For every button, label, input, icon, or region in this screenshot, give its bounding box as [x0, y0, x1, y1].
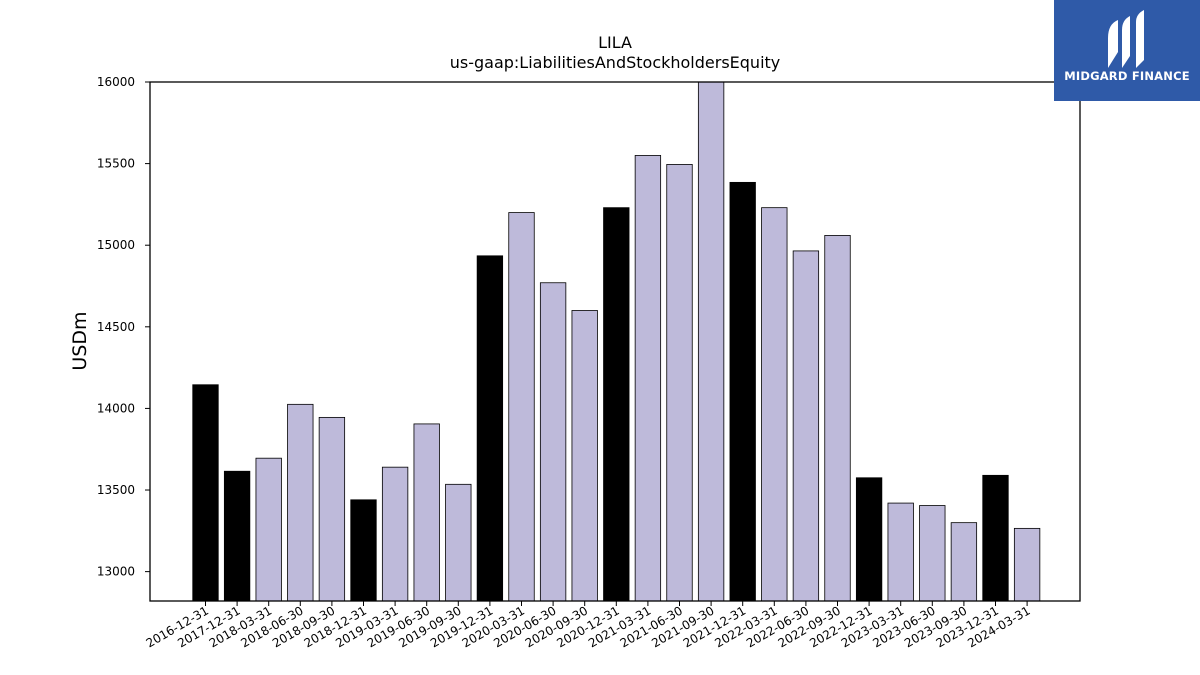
y-tick-label: 16000 [97, 75, 135, 89]
bar-2022-03-31 [761, 207, 788, 602]
bar-2024-03-31 [1013, 527, 1041, 602]
y-axis-label: USDm [69, 311, 91, 370]
bar-2018-09-30 [318, 416, 346, 602]
bar-2022-06-30 [792, 250, 820, 602]
bar-2023-09-30 [950, 522, 978, 602]
y-tick-label: 15500 [97, 157, 135, 171]
bar-2019-12-31 [476, 255, 504, 602]
bar-2018-12-31 [350, 499, 377, 602]
bar-2018-03-31 [255, 457, 282, 602]
bar-2023-06-30 [919, 505, 946, 602]
y-tick-label: 14500 [97, 320, 135, 334]
bar-2018-06-30 [287, 403, 314, 602]
logo-text: MIDGARD FINANCE [1064, 69, 1190, 83]
bar-2020-09-30 [571, 310, 598, 602]
chart-subtitle: us-gaap:LiabilitiesAndStockholdersEquity [450, 53, 781, 72]
bar-2020-06-30 [539, 282, 567, 602]
bar-2020-12-31 [603, 207, 630, 602]
bar-2022-09-30 [824, 235, 851, 602]
bar-2021-09-30 [697, 81, 725, 602]
y-tick-label: 13500 [97, 483, 135, 497]
y-tick-label: 13000 [97, 565, 135, 579]
y-tick-label: 14000 [97, 401, 135, 415]
chart-title: LILA [598, 33, 632, 52]
midgard-logo-icon [1108, 10, 1144, 68]
bar-2016-12-31 [192, 384, 219, 602]
bar-2020-03-31 [508, 212, 535, 602]
y-tick-label: 15000 [97, 238, 135, 252]
plot-frame [149, 81, 1081, 602]
bar-2019-09-30 [445, 483, 472, 602]
bar-2023-03-31 [887, 502, 914, 602]
bar-2017-12-31 [223, 470, 251, 602]
bar-2021-03-31 [634, 155, 662, 602]
bar-2023-12-31 [982, 474, 1009, 602]
bar-2019-03-31 [381, 466, 409, 602]
bars-group [192, 81, 1041, 602]
bar-2021-06-30 [666, 164, 693, 602]
y-axis-ticks: 13000 13500 14000 14500 15000 15500 16000 [97, 75, 150, 579]
bar-2022-12-31 [855, 477, 883, 602]
bar-2019-06-30 [413, 423, 440, 602]
x-axis-ticks: 2016-12-312017-12-312018-03-312018-06-30… [144, 601, 1033, 650]
midgard-finance-logo: MIDGARD FINANCE [1054, 0, 1200, 101]
bar-2021-12-31 [729, 181, 756, 602]
